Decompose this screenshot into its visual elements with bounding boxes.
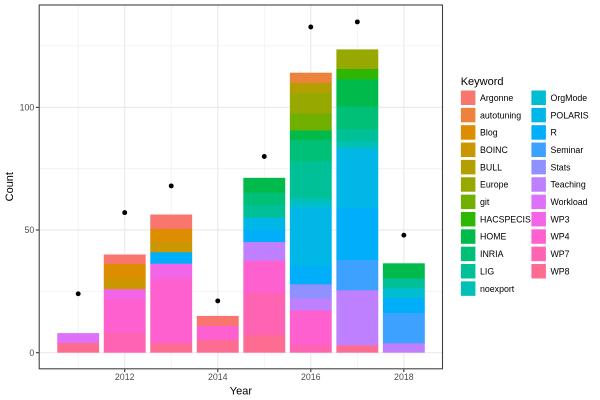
- svg-text:2018: 2018: [394, 372, 414, 382]
- svg-text:2016: 2016: [301, 372, 321, 382]
- svg-text:WP8: WP8: [551, 266, 570, 276]
- svg-text:OrgMode: OrgMode: [551, 93, 588, 103]
- svg-text:R: R: [551, 128, 557, 138]
- svg-text:Blog: Blog: [480, 128, 498, 138]
- svg-text:Teaching: Teaching: [551, 180, 586, 190]
- svg-text:INRIA: INRIA: [480, 249, 504, 259]
- svg-text:LIG: LIG: [480, 266, 494, 276]
- svg-text:Year: Year: [230, 385, 253, 397]
- svg-text:Keyword: Keyword: [461, 76, 504, 88]
- svg-text:Count: Count: [4, 172, 16, 201]
- svg-text:Argonne: Argonne: [480, 93, 513, 103]
- svg-text:POLARIS: POLARIS: [551, 110, 589, 120]
- svg-text:WP7: WP7: [551, 249, 570, 259]
- svg-text:Seminar: Seminar: [551, 145, 584, 155]
- svg-text:git: git: [480, 197, 490, 207]
- svg-text:2014: 2014: [208, 372, 228, 382]
- svg-text:noexport: noexport: [480, 284, 515, 294]
- svg-text:HACSPECIS: HACSPECIS: [480, 214, 531, 224]
- svg-text:BOINC: BOINC: [480, 145, 509, 155]
- svg-text:HOME: HOME: [480, 232, 507, 242]
- svg-text:autotuning: autotuning: [480, 110, 521, 120]
- svg-text:Workload: Workload: [551, 197, 588, 207]
- svg-text:Stats: Stats: [551, 162, 572, 172]
- svg-text:2012: 2012: [115, 372, 135, 382]
- svg-text:WP4: WP4: [551, 232, 570, 242]
- svg-text:BULL: BULL: [480, 162, 502, 172]
- svg-text:100: 100: [20, 103, 35, 113]
- svg-text:WP3: WP3: [551, 214, 570, 224]
- svg-text:0: 0: [29, 348, 34, 358]
- svg-text:50: 50: [25, 225, 35, 235]
- svg-text:Europe: Europe: [480, 180, 508, 190]
